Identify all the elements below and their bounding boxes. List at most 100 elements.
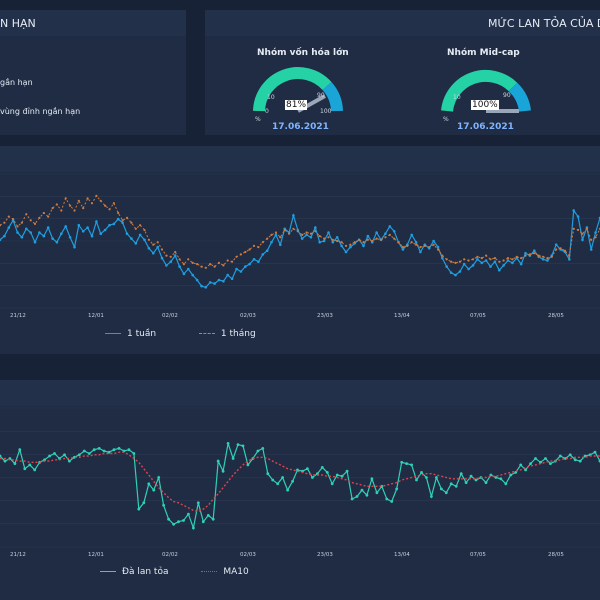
series-point-2 bbox=[69, 204, 72, 207]
series-point-1 bbox=[344, 250, 348, 254]
series-point-1 bbox=[125, 232, 129, 235]
series-point-1 bbox=[573, 458, 577, 462]
series-point-1 bbox=[51, 237, 54, 240]
series-point-1 bbox=[156, 245, 159, 249]
series-point-1 bbox=[132, 452, 136, 455]
series-point-1 bbox=[201, 520, 205, 524]
series-point-1 bbox=[217, 278, 221, 282]
series-point-2 bbox=[309, 232, 312, 235]
series-point-1 bbox=[177, 520, 180, 524]
series-point-2 bbox=[415, 243, 418, 246]
series-point-1 bbox=[252, 258, 256, 261]
series-point-2 bbox=[585, 227, 589, 230]
x-tick-label: 23/03 bbox=[317, 313, 333, 319]
series-point-2 bbox=[288, 232, 291, 235]
series-point-2 bbox=[384, 236, 387, 239]
series-point-1 bbox=[544, 457, 547, 460]
series-point-1 bbox=[441, 256, 444, 260]
series-point-1 bbox=[286, 488, 289, 492]
series-point-1 bbox=[261, 447, 265, 450]
series-point-1 bbox=[467, 267, 470, 271]
series-point-1 bbox=[322, 239, 326, 243]
series-point-2 bbox=[406, 244, 409, 247]
series-point-2 bbox=[90, 202, 94, 205]
series-point-1 bbox=[169, 260, 173, 263]
series-point-1 bbox=[420, 471, 423, 474]
series-point-1 bbox=[449, 271, 453, 274]
series-point-2 bbox=[252, 244, 256, 247]
series-point-1 bbox=[581, 238, 584, 242]
series-point-1 bbox=[236, 443, 240, 446]
series-point-1 bbox=[524, 468, 527, 472]
series-point-1 bbox=[204, 286, 208, 289]
series-point-2 bbox=[20, 221, 23, 224]
series-point-1 bbox=[340, 244, 343, 248]
gauge-2-tick-90: 90 bbox=[503, 92, 511, 99]
series-point-2 bbox=[283, 228, 286, 232]
x-tick-label: 21/12 bbox=[10, 313, 26, 319]
series-point-2 bbox=[594, 236, 597, 239]
series-point-2 bbox=[323, 237, 326, 240]
series-point-1 bbox=[594, 231, 597, 234]
series-point-2 bbox=[568, 254, 571, 257]
series-point-1 bbox=[360, 488, 364, 492]
series-point-1 bbox=[25, 227, 28, 231]
gauge-2 bbox=[441, 69, 531, 113]
series-point-1 bbox=[529, 462, 532, 465]
series-point-1 bbox=[325, 471, 329, 474]
series-point-2 bbox=[152, 243, 155, 246]
legend-1-thang-label: 1 tháng bbox=[220, 329, 256, 339]
series-point-2 bbox=[344, 244, 348, 247]
series-point-2 bbox=[366, 238, 369, 241]
series-point-2 bbox=[559, 247, 562, 250]
series-point-2 bbox=[217, 261, 221, 264]
series-point-2 bbox=[108, 208, 111, 211]
series-point-2 bbox=[279, 236, 282, 239]
series-point-1 bbox=[572, 209, 575, 212]
series-point-1 bbox=[137, 507, 141, 511]
series-point-1 bbox=[524, 251, 527, 255]
series-point-1 bbox=[3, 459, 7, 463]
series-point-1 bbox=[73, 245, 76, 249]
series-point-1 bbox=[200, 284, 203, 288]
series-point-1 bbox=[362, 244, 365, 248]
series-point-1 bbox=[365, 493, 369, 497]
series-point-2 bbox=[314, 230, 317, 233]
series-point-1 bbox=[296, 468, 299, 472]
series-point-2 bbox=[231, 260, 234, 263]
chart-panel-2: 21/12 12/01 02/02 02/03 23/03 13/04 07/05 28/05… bbox=[0, 380, 600, 600]
series-point-1 bbox=[309, 236, 313, 239]
series-point-2 bbox=[393, 237, 396, 240]
gauge-2-unit: % bbox=[443, 116, 449, 123]
series-point-1 bbox=[248, 262, 251, 266]
series-point-1 bbox=[350, 497, 354, 501]
series-point-2 bbox=[130, 221, 133, 224]
series-point-2 bbox=[336, 239, 339, 243]
series-point-1 bbox=[127, 448, 131, 452]
series-point-1 bbox=[380, 484, 384, 488]
series-point-1 bbox=[46, 226, 50, 229]
series-point-1 bbox=[130, 237, 133, 240]
series-point-1 bbox=[349, 245, 352, 249]
series-point-2 bbox=[55, 203, 59, 206]
series-point-1 bbox=[221, 469, 225, 473]
series-point-1 bbox=[270, 240, 273, 244]
series-point-1 bbox=[546, 259, 549, 262]
series-point-1 bbox=[401, 248, 405, 251]
legend-item-1: gắn hạn bbox=[0, 78, 33, 87]
gauge-1-unit: % bbox=[255, 116, 261, 123]
series-point-2 bbox=[182, 263, 185, 266]
series-point-1 bbox=[13, 462, 17, 465]
series-line-1 bbox=[0, 208, 600, 288]
series-point-1 bbox=[335, 473, 339, 477]
series-point-1 bbox=[241, 444, 245, 448]
series-point-2 bbox=[450, 260, 453, 263]
series-point-1 bbox=[462, 262, 466, 266]
series-point-1 bbox=[576, 215, 580, 218]
series-point-2 bbox=[38, 216, 41, 219]
legend-item-2: vùng đỉnh ngắn hạn bbox=[0, 107, 81, 116]
series-point-1 bbox=[157, 476, 161, 479]
series-point-2 bbox=[174, 250, 177, 254]
series-point-1 bbox=[16, 231, 19, 234]
series-point-1 bbox=[42, 234, 46, 238]
